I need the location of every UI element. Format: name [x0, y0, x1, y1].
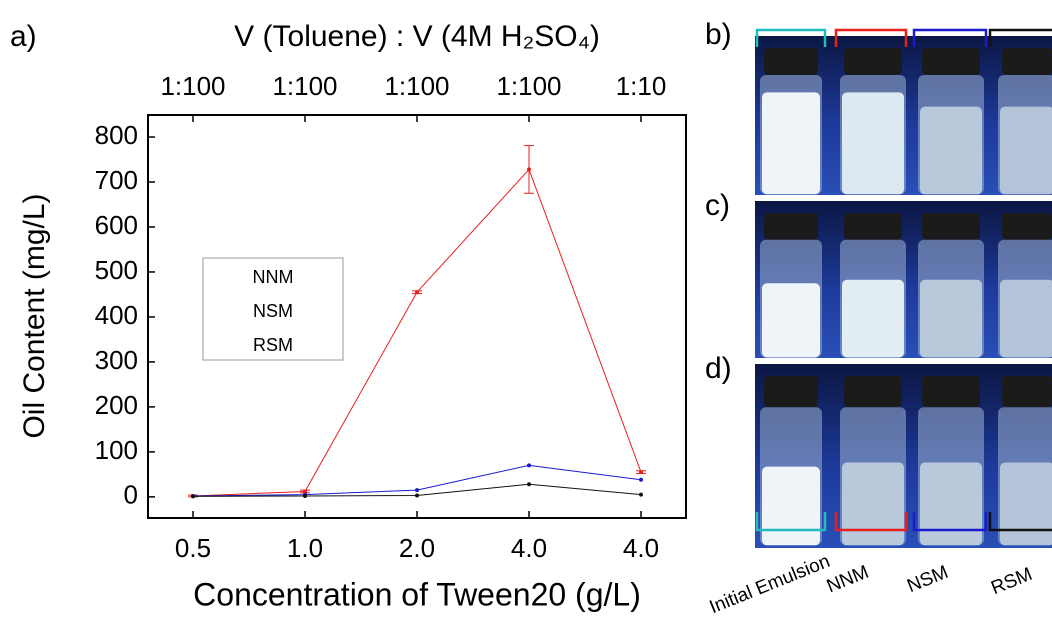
legend-box: [202, 257, 344, 361]
point: [415, 488, 419, 493]
vial-cap: [844, 48, 902, 76]
vial-cap: [764, 213, 818, 240]
panel-label: c): [705, 189, 730, 222]
top-tick-label: 1:100: [384, 71, 449, 101]
y-tick-label: 400: [95, 300, 138, 330]
bracket: [912, 512, 988, 532]
sample-label: NSM: [904, 562, 951, 597]
top-tick-label: 1:10: [616, 71, 667, 101]
bracket: [912, 28, 988, 47]
sample-label: RSM: [988, 564, 1035, 599]
x-tick-label: 2.0: [399, 533, 435, 563]
point: [191, 494, 195, 499]
top-axis-title: V (Toluene) : V (4M H₂SO₄): [234, 20, 600, 53]
panel-label: a): [10, 20, 37, 53]
vial-cap: [922, 376, 980, 408]
legend-label: RSM: [253, 335, 293, 355]
bracket: [834, 512, 908, 532]
y-tick-label: 300: [95, 345, 138, 375]
vial-liquid: [1000, 279, 1052, 358]
vial-liquid: [1000, 106, 1052, 195]
vial-cap: [922, 213, 980, 240]
bracket: [988, 28, 1052, 47]
x-tick-label: 4.0: [623, 533, 659, 563]
vial-liquid: [762, 92, 820, 195]
point: [303, 489, 307, 494]
x-axis-title: Concentration of Tween20 (g/L): [193, 576, 641, 612]
vial-cap: [1002, 376, 1052, 408]
sample-label: Initial Emulsion: [707, 551, 833, 618]
point: [527, 167, 531, 172]
y-tick-label: 600: [95, 210, 138, 240]
panel-label: d): [705, 352, 732, 385]
vial-liquid: [920, 279, 982, 358]
vial-cap: [844, 213, 902, 240]
bracket: [988, 512, 1052, 532]
y-tick-label: 500: [95, 255, 138, 285]
y-tick-label: 100: [95, 435, 138, 465]
legend-label: NSM: [253, 301, 293, 321]
bracket: [834, 28, 908, 47]
point: [527, 463, 531, 468]
vial-liquid: [1000, 462, 1052, 546]
y-tick-label: 0: [124, 480, 138, 510]
vial-cap: [922, 48, 980, 76]
vial-cap: [1002, 213, 1052, 240]
legend-label: NNM: [253, 267, 294, 287]
vial-liquid: [842, 279, 904, 358]
top-tick-label: 1:100: [160, 71, 225, 101]
y-tick-label: 800: [95, 120, 138, 150]
y-tick-label: 200: [95, 390, 138, 420]
point: [639, 477, 643, 482]
top-tick-label: 1:100: [496, 71, 561, 101]
vial-liquid: [762, 283, 820, 358]
x-tick-label: 1.0: [287, 533, 323, 563]
point: [415, 290, 419, 295]
vial-liquid: [842, 462, 904, 546]
point: [527, 482, 531, 487]
panel-label: b): [705, 18, 732, 51]
top-tick-label: 1:100: [272, 71, 337, 101]
y-tick-label: 700: [95, 165, 138, 195]
x-tick-label: 4.0: [511, 533, 547, 563]
vial-liquid: [842, 92, 904, 195]
vial-liquid: [762, 466, 820, 546]
vial-cap: [764, 48, 818, 76]
vial-cap: [1002, 48, 1052, 76]
vial-liquid: [920, 106, 982, 195]
bracket: [755, 512, 827, 532]
vial-cap: [764, 376, 818, 408]
vial-liquid: [920, 462, 982, 546]
point: [639, 470, 643, 475]
point: [303, 493, 307, 498]
x-tick-label: 0.5: [175, 533, 211, 563]
vial-cap: [844, 376, 902, 408]
y-axis-title: Oil Content (mg/L): [18, 193, 51, 438]
bracket: [755, 28, 827, 47]
point: [415, 493, 419, 498]
point: [639, 492, 643, 497]
